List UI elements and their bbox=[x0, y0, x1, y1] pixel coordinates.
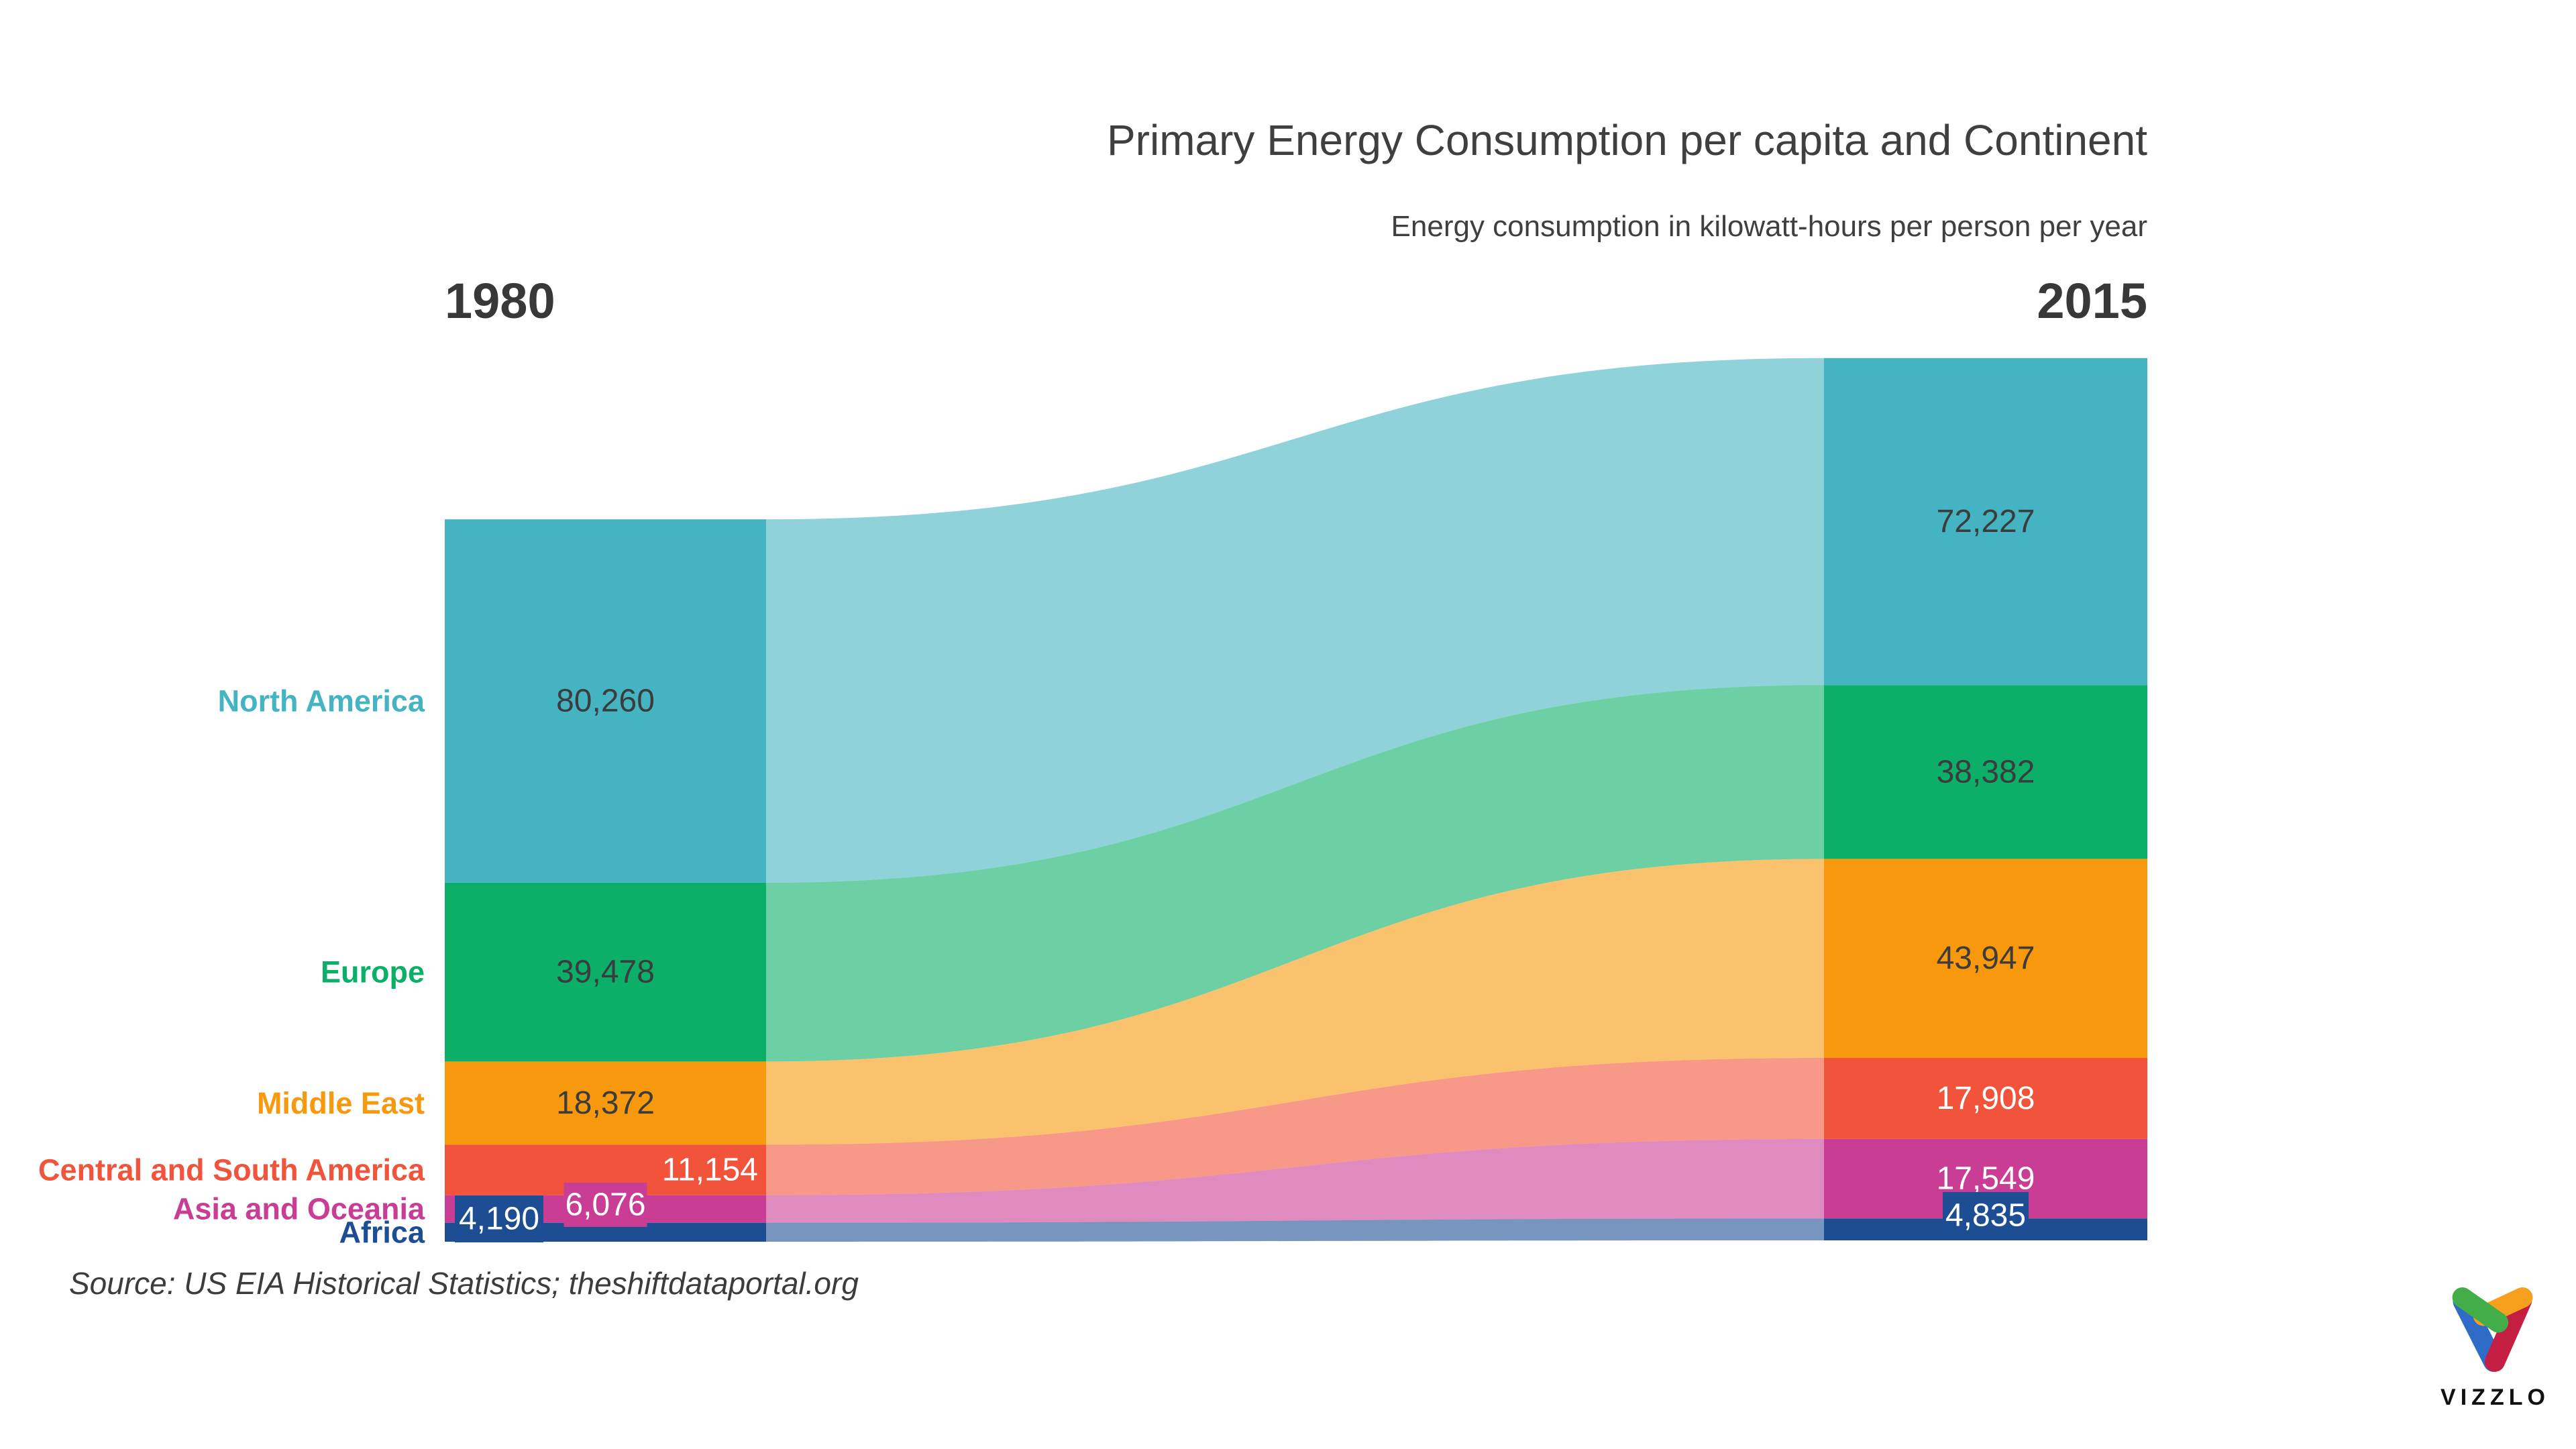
logo-stroke-green bbox=[2452, 1287, 2509, 1333]
value-middle-east-1980: 18,372 bbox=[556, 1085, 655, 1121]
year-label-right: 2015 bbox=[2037, 273, 2147, 329]
category-label-europe: Europe bbox=[321, 955, 425, 989]
year-label-left: 1980 bbox=[445, 273, 555, 329]
flow-central-and-south-america bbox=[766, 1058, 1824, 1195]
value-africa-1980: 4,190 bbox=[459, 1201, 539, 1237]
vizzlo-logo-mark bbox=[2452, 1287, 2533, 1372]
source-note: Source: US EIA Historical Statistics; th… bbox=[69, 1266, 859, 1301]
node-europe-1980 bbox=[445, 882, 766, 1062]
flow-middle-east bbox=[766, 859, 1824, 1145]
value-europe-2015: 38,382 bbox=[1937, 754, 2035, 790]
node-north-america-2015 bbox=[1824, 358, 2147, 686]
node-central-and-south-america-2015 bbox=[1824, 1058, 2147, 1139]
value-pill-africa-1980 bbox=[455, 1195, 543, 1242]
value-north-america-1980: 80,260 bbox=[556, 684, 655, 719]
flow-africa bbox=[766, 1218, 1824, 1242]
value-central-and-south-america-1980: 11,154 bbox=[662, 1152, 758, 1188]
value-middle-east-2015: 43,947 bbox=[1937, 941, 2035, 976]
value-pill-asia-and-oceania-1980 bbox=[564, 1183, 647, 1227]
flow-north-america bbox=[766, 358, 1824, 883]
category-label-central-and-south-america: Central and South America bbox=[38, 1153, 425, 1187]
vizzlo-logo: VIZZLO bbox=[2424, 1285, 2562, 1411]
value-north-america-2015: 72,227 bbox=[1937, 504, 2035, 539]
category-label-asia-and-oceania: Asia and Oceania bbox=[173, 1192, 425, 1226]
flow-asia-and-oceania bbox=[766, 1138, 1824, 1223]
node-europe-2015 bbox=[1824, 685, 2147, 859]
node-middle-east-2015 bbox=[1824, 859, 2147, 1059]
value-central-and-south-america-2015: 17,908 bbox=[1937, 1081, 2035, 1116]
chart-title: Primary Energy Consumption per capita an… bbox=[1106, 116, 2147, 164]
flow-europe bbox=[766, 685, 1824, 1062]
category-label-africa: Africa bbox=[339, 1215, 425, 1249]
value-pill-africa-2015 bbox=[1943, 1192, 2029, 1239]
vizzlo-logo-text: VIZZLO bbox=[2440, 1385, 2550, 1410]
chart-subtitle: Energy consumption in kilowatt-hours per… bbox=[1391, 210, 2147, 243]
node-north-america-1980 bbox=[445, 519, 766, 883]
value-africa-2015: 4,835 bbox=[1945, 1198, 2026, 1234]
node-middle-east-1980 bbox=[445, 1061, 766, 1145]
value-asia-and-oceania-1980: 6,076 bbox=[565, 1187, 645, 1223]
category-label-north-america: North America bbox=[218, 684, 425, 718]
value-asia-and-oceania-2015: 17,549 bbox=[1937, 1161, 2035, 1197]
value-europe-1980: 39,478 bbox=[556, 955, 655, 990]
category-label-middle-east: Middle East bbox=[257, 1086, 425, 1120]
